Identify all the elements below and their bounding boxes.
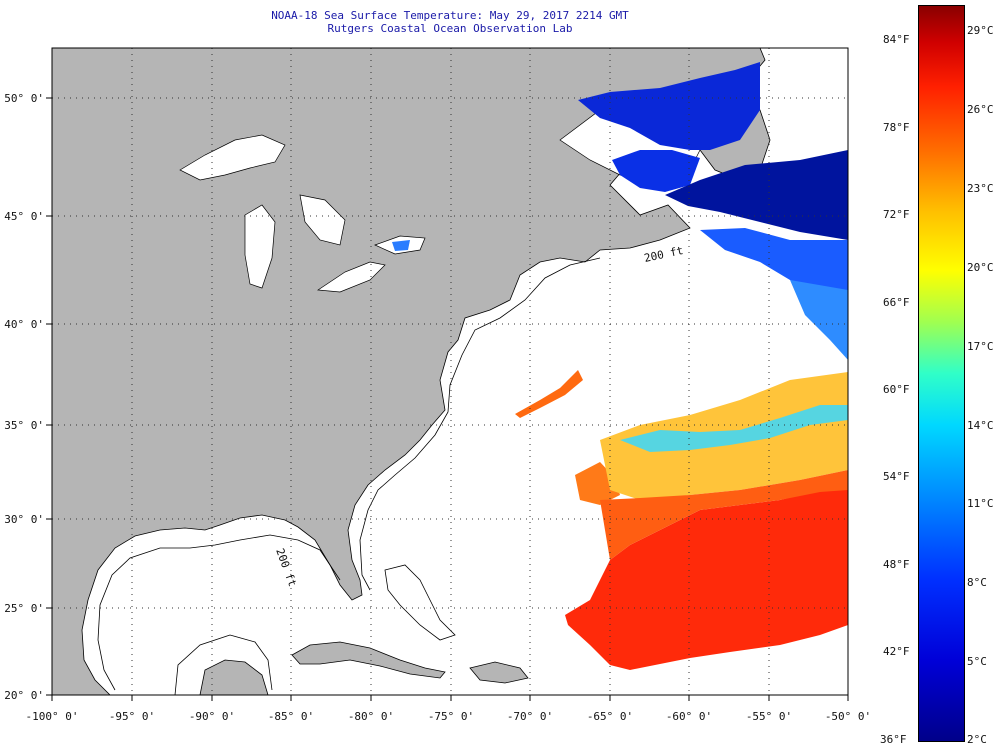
- lat-label: 40° 0': [4, 318, 44, 331]
- cuba-land: [291, 641, 446, 679]
- yucatan-land: [199, 659, 269, 695]
- lat-label: 50° 0': [4, 92, 44, 105]
- lon-label: -55° 0': [746, 710, 792, 723]
- fahrenheit-label: 42°F: [883, 645, 910, 658]
- celsius-label: 23°C: [967, 182, 994, 195]
- sst-cold-gulf: [612, 150, 700, 192]
- plot-frame: [51, 47, 849, 696]
- fahrenheit-label: 66°F: [883, 296, 910, 309]
- latitude-labels: 20° 0' 25° 0' 30° 0' 35° 0' 40° 0' 45° 0…: [4, 92, 44, 702]
- lon-label: -75° 0': [428, 710, 474, 723]
- frame-ticks: [46, 97, 849, 701]
- celsius-label: 14°C: [967, 419, 994, 432]
- hispaniola-land: [469, 661, 529, 684]
- map-subtitle: Rutgers Coastal Ocean Observation Lab: [327, 22, 573, 35]
- temperature-colorbar: [918, 5, 965, 742]
- lon-label: -85° 0': [268, 710, 314, 723]
- shelf-contour-bahamas: [384, 564, 456, 641]
- sst-lake-ontario: [392, 240, 410, 251]
- shelf-contour-yucatan: [174, 634, 273, 695]
- sst-warm-patch-north: [515, 370, 583, 418]
- fahrenheit-label: 72°F: [883, 208, 910, 221]
- celsius-label: 5°C: [967, 655, 987, 668]
- fahrenheit-label: 78°F: [883, 121, 910, 134]
- lake-huron: [299, 194, 346, 246]
- lat-label: 30° 0': [4, 513, 44, 526]
- fahrenheit-label: 84°F: [883, 33, 910, 46]
- lake-michigan: [244, 204, 276, 289]
- longitude-labels: -100° 0' -95° 0' -90° 0' -85° 0' -80° 0'…: [26, 710, 872, 723]
- fahrenheit-label: 54°F: [883, 470, 910, 483]
- celsius-label: 8°C: [967, 576, 987, 589]
- sst-warm-core: [565, 485, 848, 670]
- lat-label: 35° 0': [4, 419, 44, 432]
- celsius-label: 29°C: [967, 24, 994, 37]
- fahrenheit-label: 36°F: [880, 733, 907, 746]
- north-america-land: [52, 48, 766, 695]
- fahrenheit-label: 60°F: [883, 383, 910, 396]
- graticule: [52, 48, 848, 695]
- sst-cyan-filaments: [620, 405, 848, 452]
- sst-orange-fringe: [600, 470, 848, 560]
- sst-cool-slope: [790, 280, 848, 360]
- lon-label: -100° 0': [26, 710, 79, 723]
- lat-label: 25° 0': [4, 602, 44, 615]
- sst-cool-shelf: [700, 228, 848, 300]
- lon-label: -95° 0': [109, 710, 155, 723]
- celsius-label: 26°C: [967, 103, 994, 116]
- celsius-label: 11°C: [967, 497, 994, 510]
- lon-label: -50° 0': [825, 710, 871, 723]
- lake-erie: [316, 261, 386, 293]
- sst-cold-labrador: [665, 150, 848, 240]
- fahrenheit-label: 48°F: [883, 558, 910, 571]
- celsius-label: 17°C: [967, 340, 994, 353]
- shelf-contour-gulf: [97, 534, 341, 691]
- map-title: NOAA-18 Sea Surface Temperature: May 29,…: [271, 9, 629, 22]
- celsius-label: 2°C: [967, 733, 987, 746]
- lon-label: -80° 0': [348, 710, 394, 723]
- lake-superior: [179, 134, 286, 181]
- lon-label: -70° 0': [507, 710, 553, 723]
- lon-label: -60° 0': [666, 710, 712, 723]
- shelf-contour-atlantic: [359, 257, 601, 591]
- sst-cold-stlawrence: [578, 62, 760, 150]
- lon-label: -65° 0': [587, 710, 633, 723]
- lon-label: -90° 0': [189, 710, 235, 723]
- lat-label: 20° 0': [4, 689, 44, 702]
- celsius-label: 20°C: [967, 261, 994, 274]
- lat-label: 45° 0': [4, 210, 44, 223]
